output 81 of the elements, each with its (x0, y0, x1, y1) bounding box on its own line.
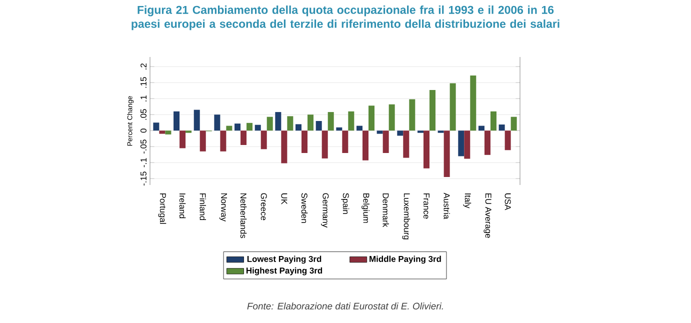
bar (275, 112, 282, 131)
bar (444, 130, 450, 177)
bar (484, 130, 490, 155)
chart-title: Figura 21 Cambiamento della quota occupazionale fra il 1993 e il 2006 in 16 paesi europei a seconda del terzile di riferimento della distribuzione dei salari (132, 6, 560, 30)
bar (260, 130, 267, 150)
bar (478, 126, 484, 131)
bar (246, 122, 253, 131)
bar (470, 76, 476, 131)
bar (356, 126, 362, 131)
y-tick-label: -.15 (140, 172, 146, 186)
bar (266, 116, 273, 131)
bar (342, 130, 348, 153)
bar (200, 130, 206, 152)
bar (308, 114, 314, 131)
x-tick-label: Norway (219, 193, 227, 222)
bar (403, 130, 410, 158)
bar (397, 130, 404, 136)
bar (376, 130, 383, 134)
y-tick-label: .1 (140, 95, 146, 102)
y-tick-label: .2 (140, 63, 146, 70)
bar (382, 130, 389, 153)
bar (153, 122, 160, 131)
bar (504, 130, 511, 150)
x-tick-label: Spain (341, 193, 350, 214)
x-tick-label: Germany (321, 193, 329, 228)
bar (490, 111, 496, 131)
bar (159, 130, 166, 134)
bar (348, 111, 354, 131)
source-note: Fonte: Elaborazione dati Eurostat di E. Olivieri. (247, 302, 443, 310)
bar (336, 127, 342, 131)
bar (220, 130, 226, 152)
bar (429, 90, 436, 131)
x-tick-label: UK (281, 193, 288, 204)
bar (423, 130, 430, 168)
y-tick-label: -.1 (140, 158, 146, 168)
x-tick-label: Finland (200, 193, 206, 220)
bar (296, 124, 302, 131)
bar (388, 104, 395, 131)
bar (234, 124, 241, 131)
x-tick-label: Ireland (179, 194, 186, 218)
bar (194, 110, 200, 131)
bar (368, 106, 374, 131)
bar (287, 116, 294, 131)
x-tick-label: USA (504, 193, 511, 210)
bar (214, 114, 220, 131)
bar (316, 121, 322, 131)
y-tick-label: .15 (140, 77, 146, 88)
x-tick-label: Austria (444, 192, 450, 220)
x-tick-label: Italy (463, 194, 472, 208)
legend-label: Lowest Paying 3rd (247, 256, 322, 264)
x-tick-label: Luxembourg (402, 193, 410, 240)
y-tick-label: -.05 (140, 140, 146, 154)
bar (464, 130, 470, 159)
bar (409, 99, 416, 131)
bar (498, 124, 505, 131)
bar (302, 130, 308, 153)
bar (328, 112, 334, 131)
bar (322, 130, 328, 158)
bar (226, 126, 232, 131)
x-tick-label: Greece (260, 193, 267, 220)
legend-label: Highest Paying 3rd (246, 267, 322, 276)
bar (281, 130, 288, 164)
bar (458, 130, 464, 156)
x-tick-label: Belgium (362, 193, 370, 223)
y-tick-label: 0 (140, 128, 146, 133)
x-tick-label: Portugal (158, 193, 166, 224)
x-tick-label: Sweden (301, 193, 308, 223)
x-tick-label: Denmark (382, 193, 389, 228)
bar (362, 130, 368, 160)
bar (174, 111, 180, 131)
bar (510, 116, 517, 131)
x-tick-label: EU Average (484, 193, 492, 238)
x-tick-label: Netherlands (240, 193, 247, 238)
x-tick-label: France (424, 193, 430, 219)
legend-label: Middle Paying 3rd (370, 256, 441, 264)
y-tick-label: .05 (140, 109, 146, 120)
bar (254, 124, 261, 131)
bar (165, 130, 172, 134)
bar (450, 83, 456, 131)
bar (180, 130, 186, 148)
bar (240, 130, 247, 145)
